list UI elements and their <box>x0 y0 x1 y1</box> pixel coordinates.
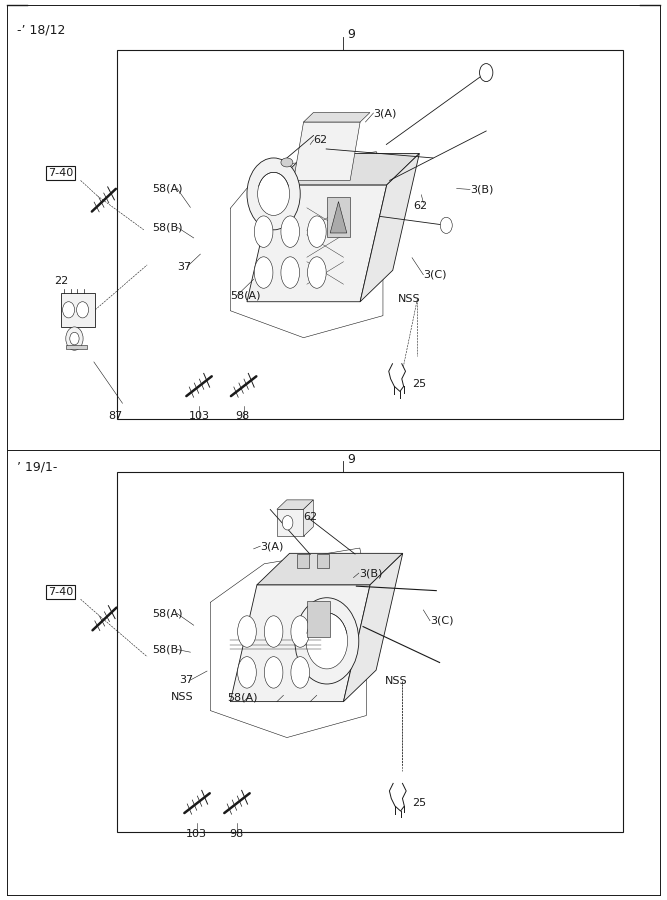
Text: 103: 103 <box>188 411 209 421</box>
Circle shape <box>282 516 293 530</box>
Circle shape <box>295 598 359 684</box>
Text: 87: 87 <box>109 411 123 421</box>
Circle shape <box>306 613 348 669</box>
Circle shape <box>440 217 452 233</box>
Bar <box>327 197 350 238</box>
Polygon shape <box>360 154 420 302</box>
Text: 3(B): 3(B) <box>470 184 494 194</box>
Text: 58(A): 58(A) <box>230 291 261 301</box>
Text: NSS: NSS <box>398 294 420 304</box>
Circle shape <box>70 332 79 345</box>
Ellipse shape <box>264 616 283 647</box>
Circle shape <box>63 302 75 318</box>
Text: 25: 25 <box>412 380 426 390</box>
Polygon shape <box>344 554 403 702</box>
Ellipse shape <box>307 216 326 248</box>
Ellipse shape <box>254 256 273 288</box>
Text: ’ 19/1-: ’ 19/1- <box>17 461 58 473</box>
Bar <box>317 554 329 568</box>
Text: 25: 25 <box>412 798 426 808</box>
Text: 22: 22 <box>54 276 68 286</box>
Text: 98: 98 <box>235 411 249 421</box>
Polygon shape <box>303 500 313 536</box>
Ellipse shape <box>281 158 293 166</box>
Bar <box>297 554 309 568</box>
Text: 7-40: 7-40 <box>48 587 73 597</box>
Polygon shape <box>273 154 420 184</box>
Bar <box>307 601 330 637</box>
Polygon shape <box>230 585 370 702</box>
Text: 58(A): 58(A) <box>153 184 183 194</box>
Ellipse shape <box>281 216 299 248</box>
Text: 9: 9 <box>347 453 355 465</box>
Ellipse shape <box>291 616 309 647</box>
Text: 58(B): 58(B) <box>153 644 183 654</box>
Text: 3(B): 3(B) <box>359 568 382 578</box>
Ellipse shape <box>237 657 256 688</box>
Ellipse shape <box>307 256 326 288</box>
Text: 37: 37 <box>179 675 193 685</box>
Text: NSS: NSS <box>171 692 193 702</box>
Ellipse shape <box>281 256 299 288</box>
Text: NSS: NSS <box>385 676 408 686</box>
Text: -’ 18/12: -’ 18/12 <box>17 23 66 36</box>
Polygon shape <box>277 509 303 536</box>
Text: 98: 98 <box>229 829 243 839</box>
Polygon shape <box>257 554 403 585</box>
Bar <box>117 50 623 418</box>
Ellipse shape <box>291 657 309 688</box>
Text: 3(A): 3(A) <box>260 541 283 551</box>
Text: 62: 62 <box>313 135 327 145</box>
Circle shape <box>77 302 89 318</box>
Circle shape <box>66 327 83 350</box>
Text: 37: 37 <box>177 262 191 272</box>
Bar <box>66 345 87 349</box>
Polygon shape <box>303 112 370 122</box>
Ellipse shape <box>237 616 256 647</box>
Ellipse shape <box>264 657 283 688</box>
Text: 103: 103 <box>185 829 207 839</box>
Bar <box>117 472 623 832</box>
Polygon shape <box>293 122 360 180</box>
Text: 3(C): 3(C) <box>430 616 454 625</box>
Text: 62: 62 <box>414 202 428 211</box>
Polygon shape <box>277 500 313 509</box>
Text: 7-40: 7-40 <box>48 168 73 178</box>
Circle shape <box>257 172 289 215</box>
Text: 62: 62 <box>303 512 317 522</box>
Text: 9: 9 <box>347 28 355 40</box>
Polygon shape <box>330 202 347 233</box>
Text: 3(C): 3(C) <box>424 270 447 280</box>
Text: 58(B): 58(B) <box>153 222 183 232</box>
Text: 3(A): 3(A) <box>374 108 397 118</box>
Circle shape <box>480 64 493 82</box>
Text: 58(A): 58(A) <box>227 692 257 702</box>
Circle shape <box>247 158 300 230</box>
Text: 58(A): 58(A) <box>153 608 183 618</box>
Polygon shape <box>247 184 387 302</box>
Bar <box>61 292 95 327</box>
Ellipse shape <box>254 216 273 248</box>
